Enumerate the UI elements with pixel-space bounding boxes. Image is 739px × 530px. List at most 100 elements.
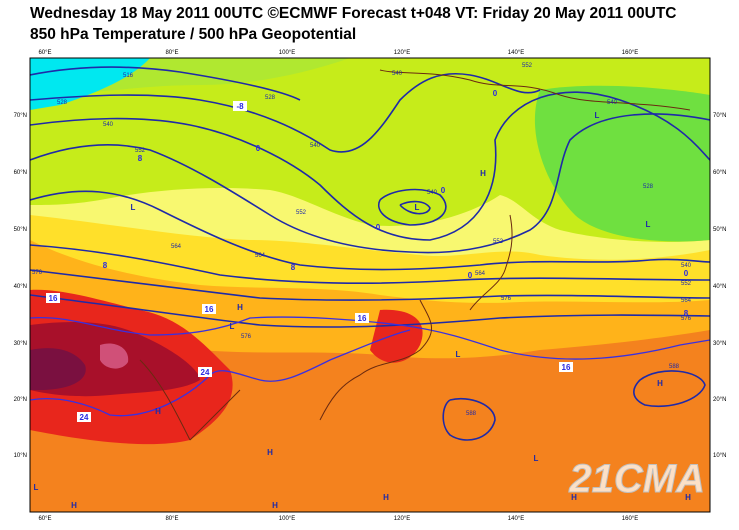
longitude-label: 160°E [622,516,638,522]
longitude-label: 80°E [165,516,178,522]
contour [30,66,301,101]
geopotential-label: 576 [501,296,512,302]
longitude-label: 120°E [394,516,410,522]
latitude-label: 10°N [713,453,726,459]
latitude-label: 50°N [14,227,27,233]
temperature-label: 24 [80,413,89,422]
geopotential-label: 564 [255,253,266,259]
temperature-label-box [202,304,216,314]
geopotential-label: 540 [607,100,618,106]
geopotential-label: 552 [135,148,146,154]
temperature-label: -8 [236,102,244,111]
geopotential-label: 540 [681,263,692,269]
geopotential-label: 540 [103,122,114,128]
temperature-label-box [46,293,60,303]
temperature-label-box [355,313,369,323]
latitude-label: 30°N [14,341,27,347]
longitude-label: 80°E [165,50,178,56]
temperature-label-box [77,412,91,422]
band-purple [30,348,86,390]
temperature-label: 8 [103,261,108,270]
geopotential-label: 540 [392,71,403,77]
longitude-label: 100°E [279,50,295,56]
pressure-center: H [237,303,243,312]
latitude-label: 70°N [713,113,726,119]
temperature-label: 8 [684,309,689,318]
pressure-center: H [272,501,278,510]
longitude-label: 60°E [38,50,51,56]
pressure-center: L [595,111,600,120]
temperature-label: 0 [684,269,689,278]
geopotential-label: 552 [296,210,307,216]
temperature-label: 16 [562,363,571,372]
band-pink [100,343,129,369]
contour [30,244,710,285]
pressure-center: L [230,322,235,331]
geopotential-label: 552 [493,239,504,245]
temperature-label: 0 [468,271,473,280]
latitude-label: 50°N [713,227,726,233]
temperature-contours [30,316,710,417]
contour [399,200,431,215]
longitude-label: 60°E [38,516,51,522]
pressure-center: L [646,220,651,229]
pressure-center: L [34,483,39,492]
geopotential-label: 564 [681,298,692,304]
pressure-center: H [480,169,486,178]
temperature-label: 8 [138,154,143,163]
latitude-label: 20°N [713,397,726,403]
temperature-label: 0 [256,144,261,153]
latitude-label: 30°N [713,341,726,347]
geopotential-label: 576 [241,334,252,340]
geopotential-label: 576 [681,316,692,322]
latitude-label: 40°N [713,284,726,290]
pressure-center: L [534,454,539,463]
latitude-label: 60°N [713,170,726,176]
coastline [319,299,433,421]
coastline [379,69,691,111]
longitude-label: 140°E [508,50,524,56]
geopotential-label: 516 [123,73,134,79]
coastline [139,359,241,441]
contour [30,72,541,153]
longitude-label: 100°E [279,516,295,522]
temperature-label: 8 [291,263,296,272]
pressure-center: H [155,407,161,416]
geopotential-label: 540 [310,143,321,149]
pressure-center: L [415,203,420,212]
temperature-label: 16 [49,294,58,303]
contour [30,91,710,241]
geopotential-label: 588 [669,364,680,370]
longitude-label: 140°E [508,516,524,522]
geopotential-label: 588 [466,411,477,417]
temperature-field [30,58,710,512]
temperature-label: 0 [376,223,381,232]
coastlines [139,69,691,441]
geopotential-label: 552 [681,281,692,287]
geopotential-label: 528 [57,100,68,106]
temperature-label: 24 [201,368,210,377]
isotherm [30,329,411,417]
latitude-label: 20°N [14,397,27,403]
pressure-center: H [657,379,663,388]
geopotential-label: 552 [522,63,533,69]
longitude-label: 160°E [622,50,638,56]
geopotential-label: 528 [265,95,276,101]
contour [30,269,710,301]
temperature-label: 0 [493,89,498,98]
isotherm [30,316,710,360]
latitude-label: 40°N [14,284,27,290]
title: Wednesday 18 May 2011 00UTC ©ECMWF Forec… [30,5,677,22]
geopotential-contours [30,66,710,441]
latitude-label: 70°N [14,113,27,119]
temperature-label-box [559,362,573,372]
band-green [534,85,710,242]
geopotential-label: 564 [171,244,182,250]
coastline [469,214,513,311]
contour [633,370,706,408]
latitude-label: 10°N [14,453,27,459]
contour [30,294,710,328]
contour [442,398,496,441]
watermark: 21CMA [568,457,705,501]
